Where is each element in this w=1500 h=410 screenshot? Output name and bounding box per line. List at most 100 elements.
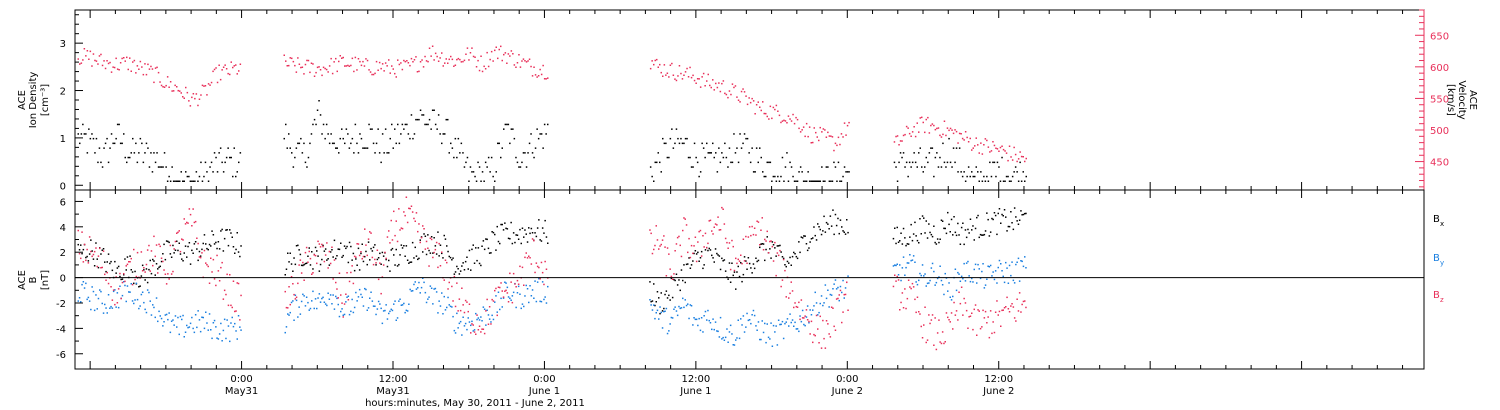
- bz-point: [297, 282, 299, 285]
- bx-point: [376, 258, 379, 261]
- by-point: [777, 319, 780, 321]
- bz-point: [504, 290, 506, 292]
- by-point: [446, 306, 448, 309]
- bz-point: [492, 300, 495, 302]
- bx-point: [955, 234, 958, 237]
- density-point: [899, 152, 902, 154]
- bx-point: [791, 255, 794, 258]
- by-point: [188, 326, 191, 328]
- bz-point: [834, 329, 837, 331]
- by-point: [423, 281, 425, 284]
- velocity-point: [98, 55, 101, 57]
- velocity-point: [690, 76, 693, 79]
- by-point: [494, 301, 496, 303]
- velocity-point: [406, 60, 408, 62]
- velocity-point: [472, 55, 475, 58]
- by-point: [136, 298, 139, 301]
- bz-point: [101, 266, 103, 269]
- bx-point: [449, 256, 452, 259]
- bx-point: [302, 264, 304, 267]
- by-point: [813, 305, 815, 307]
- bx-point: [525, 233, 527, 235]
- density-point: [325, 123, 328, 126]
- bz-point: [914, 298, 916, 301]
- bx-point: [356, 264, 358, 266]
- by-point: [438, 300, 440, 302]
- density-point: [783, 180, 785, 182]
- velocity-point: [896, 135, 899, 137]
- density-point: [1005, 175, 1008, 178]
- bz-point: [832, 307, 834, 309]
- bx-point: [186, 256, 188, 258]
- velocity-point: [972, 147, 974, 149]
- bx-point: [435, 253, 438, 255]
- density-point: [291, 152, 293, 154]
- density-point: [939, 156, 941, 159]
- bx-point: [1020, 210, 1022, 212]
- by-point: [982, 263, 984, 265]
- by-point: [707, 309, 709, 312]
- bz-point: [651, 252, 654, 255]
- bz-point: [487, 323, 490, 325]
- by-point: [478, 319, 481, 321]
- velocity-point: [663, 64, 666, 66]
- velocity-point: [660, 71, 662, 74]
- bz-point: [655, 225, 657, 227]
- velocity-point: [357, 58, 360, 60]
- by-point: [457, 327, 459, 329]
- bz-point: [167, 273, 169, 275]
- bz-point: [131, 283, 134, 286]
- density-point: [827, 166, 829, 168]
- density-point: [495, 171, 497, 173]
- density-point: [357, 152, 360, 154]
- by-point: [466, 328, 468, 331]
- bz-point: [107, 282, 110, 285]
- by-point: [541, 281, 544, 283]
- bx-point: [447, 250, 449, 253]
- bz-point: [148, 244, 150, 247]
- by-point: [535, 300, 538, 303]
- velocity-point: [669, 64, 672, 66]
- density-point: [763, 175, 765, 178]
- bx-point: [515, 234, 517, 236]
- velocity-point: [316, 66, 319, 69]
- density-point: [983, 175, 985, 178]
- density-point: [805, 180, 808, 182]
- bz-point: [925, 341, 927, 344]
- density-point: [221, 161, 223, 164]
- bz-point: [698, 230, 700, 233]
- velocity-point: [799, 131, 802, 133]
- by-point: [365, 288, 367, 291]
- bz-point: [441, 251, 443, 253]
- by-point: [659, 306, 661, 308]
- by-point: [389, 310, 391, 313]
- velocity-point: [914, 135, 917, 138]
- bx-point: [818, 226, 820, 228]
- velocity-point: [804, 135, 806, 138]
- by-point: [649, 299, 651, 301]
- velocity-point: [940, 136, 943, 138]
- density-point: [787, 180, 790, 182]
- density-point: [150, 152, 152, 154]
- velocity-point: [168, 86, 170, 88]
- by-point: [333, 308, 336, 310]
- velocity-point: [189, 105, 192, 107]
- velocity-point: [974, 145, 976, 147]
- density-point: [527, 152, 529, 154]
- velocity-point: [759, 106, 761, 108]
- bz-point: [173, 248, 175, 250]
- velocity-point: [129, 57, 131, 59]
- bz-point: [770, 240, 772, 242]
- velocity-point: [318, 66, 320, 68]
- velocity-point: [313, 75, 316, 77]
- bz-point: [921, 337, 924, 339]
- velocity-point: [150, 65, 152, 68]
- bx-point: [486, 238, 488, 241]
- density-point: [684, 137, 687, 140]
- velocity-point: [374, 72, 376, 75]
- bz-point: [724, 237, 727, 240]
- density-point: [106, 137, 108, 140]
- velocity-point: [678, 65, 681, 67]
- density-point: [509, 142, 511, 145]
- by-point: [998, 259, 1001, 262]
